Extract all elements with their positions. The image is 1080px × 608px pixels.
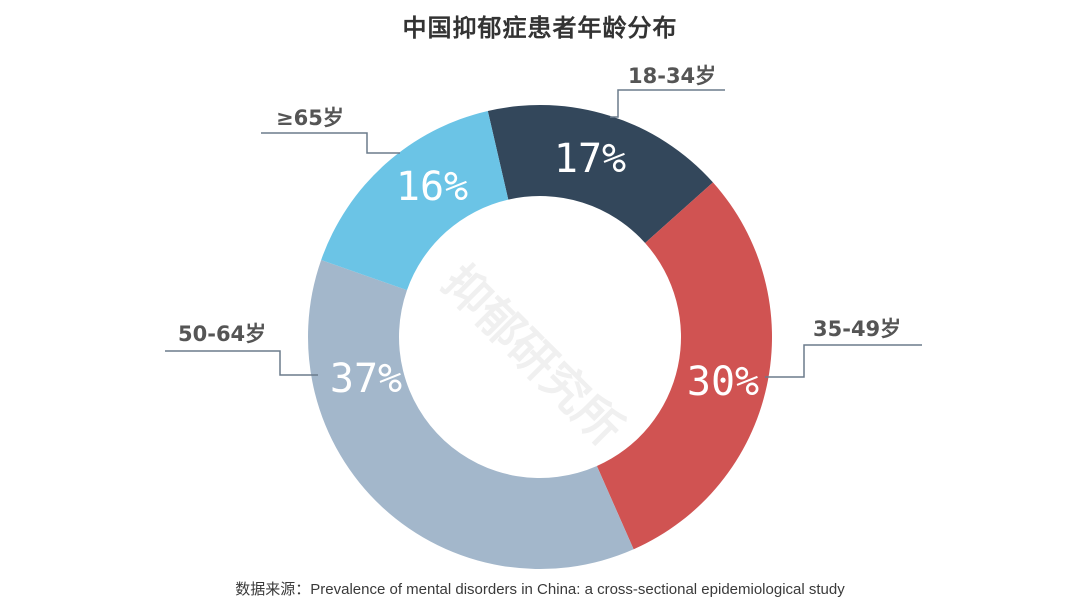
category-label-65plus: ≥65岁 <box>276 106 344 130</box>
donut-segment-50-64岁 <box>308 259 634 570</box>
pct-label-50-64: 37% <box>330 356 402 402</box>
leader-line-18-34 <box>610 89 725 118</box>
category-label-50-64: 50-64岁 <box>178 322 267 346</box>
donut-segment-18-34岁 <box>487 105 713 244</box>
donut-segment-≥65岁 <box>321 110 509 291</box>
chart-title: 中国抑郁症患者年龄分布 <box>402 14 678 42</box>
leader-line-35-49 <box>765 344 922 378</box>
category-label-18-34: 18-34岁 <box>628 64 717 88</box>
leader-line-65plus <box>261 132 400 154</box>
data-source-caption: 数据来源：Prevalence of mental disorders in C… <box>235 581 845 598</box>
category-label-35-49: 35-49岁 <box>813 317 902 341</box>
donut-segments <box>308 105 772 570</box>
leader-line-50-64 <box>165 350 318 376</box>
pct-label-35-49: 30% <box>687 359 759 405</box>
pct-label-65plus: 16% <box>396 164 468 210</box>
pct-label-18-34: 17% <box>554 136 626 182</box>
donut-segment-35-49岁 <box>596 182 772 550</box>
